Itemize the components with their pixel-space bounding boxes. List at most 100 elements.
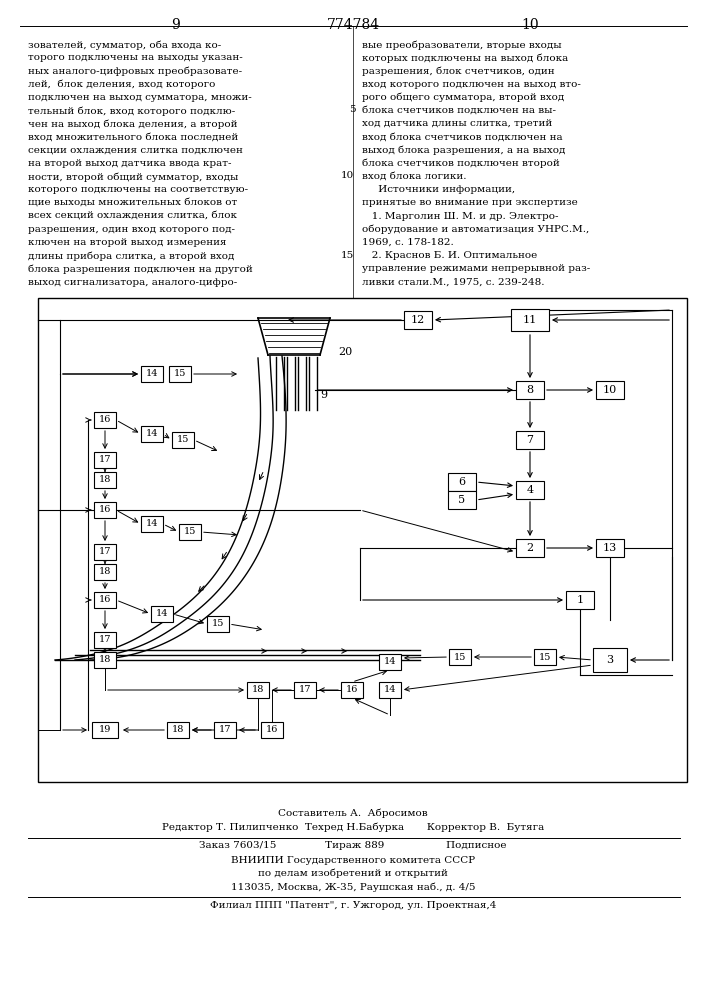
Bar [294,682,316,698]
Text: ход датчика длины слитка, третий: ход датчика длины слитка, третий [362,119,552,128]
Text: разрешения, блок счетчиков, один: разрешения, блок счетчиков, один [362,66,554,76]
Bar [516,431,544,449]
Text: ных аналого-цифровых преобразовате-: ных аналого-цифровых преобразовате- [28,66,242,76]
Text: всех секций охлаждения слитка, блок: всех секций охлаждения слитка, блок [28,212,237,221]
Text: вход блока счетчиков подключен на: вход блока счетчиков подключен на [362,132,563,141]
Bar [94,592,116,608]
Text: ВНИИПИ Государственного комитета СССР: ВНИИПИ Государственного комитета СССР [231,856,475,865]
Text: вход блока логики.: вход блока логики. [362,172,467,181]
Bar [38,298,687,782]
Bar [516,481,544,499]
Bar [534,649,556,665]
Text: 17: 17 [99,456,111,464]
Text: вход которого подключен на выход вто-: вход которого подключен на выход вто- [362,80,581,89]
Text: 15: 15 [184,528,196,536]
Bar [404,311,432,329]
Text: 1: 1 [576,595,583,605]
Text: Заказ 7603/15               Тираж 889                   Подписное: Заказ 7603/15 Тираж 889 Подписное [199,841,507,850]
Text: Составитель А.  Абросимов: Составитель А. Абросимов [278,808,428,818]
Bar [94,412,116,428]
Text: 14: 14 [384,686,396,694]
Text: 9: 9 [170,18,180,32]
Text: 18: 18 [99,656,111,664]
Text: 10: 10 [521,18,539,32]
Text: 1. Марголин Ш. М. и др. Электро-: 1. Марголин Ш. М. и др. Электро- [362,212,559,221]
Text: 18: 18 [99,568,111,576]
Text: длины прибора слитка, а второй вход: длины прибора слитка, а второй вход [28,251,235,261]
Bar [516,381,544,399]
Text: 14: 14 [146,369,158,378]
Text: рого общего сумматора, второй вход: рого общего сумматора, второй вход [362,93,564,102]
Text: лей,  блок деления, вход которого: лей, блок деления, вход которого [28,80,216,89]
Text: 17: 17 [99,548,111,556]
Bar [247,682,269,698]
Text: 20: 20 [338,347,352,357]
Bar [169,366,191,382]
Text: 5: 5 [349,105,356,114]
Text: 16: 16 [346,686,358,694]
Bar [94,452,116,468]
Text: ливки стали.М., 1975, с. 239-248.: ливки стали.М., 1975, с. 239-248. [362,278,544,287]
Text: 18: 18 [252,686,264,694]
Bar [207,616,229,632]
Bar [566,591,594,609]
Text: щие выходы множительных блоков от: щие выходы множительных блоков от [28,198,238,207]
Text: которого подключены на соответствую-: которого подключены на соответствую- [28,185,248,194]
Text: 16: 16 [99,506,111,514]
Text: 7: 7 [527,435,534,445]
Text: 17: 17 [99,636,111,645]
Bar [593,648,627,672]
Text: зователей, сумматор, оба входа ко-: зователей, сумматор, оба входа ко- [28,40,221,49]
Text: оборудование и автоматизация УНРС.М.,: оборудование и автоматизация УНРС.М., [362,225,589,234]
Text: разрешения, один вход которого под-: разрешения, один вход которого под- [28,225,235,234]
Text: 16: 16 [99,416,111,424]
Text: блока разрешения подключен на другой: блока разрешения подключен на другой [28,264,252,274]
Text: 17: 17 [299,686,311,694]
Text: 12: 12 [411,315,425,325]
Text: 14: 14 [384,658,396,666]
Bar [179,524,201,540]
Bar [596,539,624,557]
Text: 16: 16 [99,595,111,604]
Bar [94,652,116,668]
Text: вход множительного блока последней: вход множительного блока последней [28,132,238,141]
Text: 10: 10 [603,385,617,395]
Text: 10: 10 [341,172,354,180]
Text: 18: 18 [172,726,185,734]
Bar [172,432,194,448]
Text: вые преобразователи, вторые входы: вые преобразователи, вторые входы [362,40,561,49]
Text: подключен на выход сумматора, множи-: подключен на выход сумматора, множи- [28,93,252,102]
Text: по делам изобретений и открытий: по делам изобретений и открытий [258,869,448,879]
Text: Филиал ППП "Патент", г. Ужгород, ул. Проектная,4: Филиал ППП "Патент", г. Ужгород, ул. Про… [210,901,496,910]
Text: 18: 18 [99,476,111,485]
Text: 11: 11 [523,315,537,325]
Text: 16: 16 [266,726,278,734]
Text: секции охлаждения слитка подключен: секции охлаждения слитка подключен [28,146,243,155]
Text: на второй выход датчика ввода крат-: на второй выход датчика ввода крат- [28,159,231,168]
Bar [516,539,544,557]
Text: 8: 8 [527,385,534,395]
Text: Источники информации,: Источники информации, [362,185,515,194]
Bar [379,682,401,698]
Text: тельный блок, вход которого подклю-: тельный блок, вход которого подклю- [28,106,235,115]
Bar [94,564,116,580]
Text: 14: 14 [146,520,158,528]
Text: блока счетчиков подключен на вы-: блока счетчиков подключен на вы- [362,106,556,115]
Text: 15: 15 [454,652,466,662]
Text: 1969, с. 178-182.: 1969, с. 178-182. [362,238,454,247]
Text: 774784: 774784 [327,18,380,32]
Text: Редактор Т. Пилипченко  Техред Н.Бабурка       Корректор В.  Бутяга: Редактор Т. Пилипченко Техред Н.Бабурка … [162,823,544,832]
Text: 15: 15 [539,652,551,662]
Bar [92,722,118,738]
Text: 3: 3 [607,655,614,665]
Bar [141,426,163,442]
Text: выход сигнализатора, аналого-цифро-: выход сигнализатора, аналого-цифро- [28,278,238,287]
Bar [511,309,549,331]
Bar [141,516,163,532]
Text: ности, второй общий сумматор, входы: ности, второй общий сумматор, входы [28,172,238,182]
Text: 6: 6 [458,477,466,487]
Text: 2: 2 [527,543,534,553]
Text: торого подключены на выходы указан-: торого подключены на выходы указан- [28,53,243,62]
Bar [94,632,116,648]
Bar [261,722,283,738]
